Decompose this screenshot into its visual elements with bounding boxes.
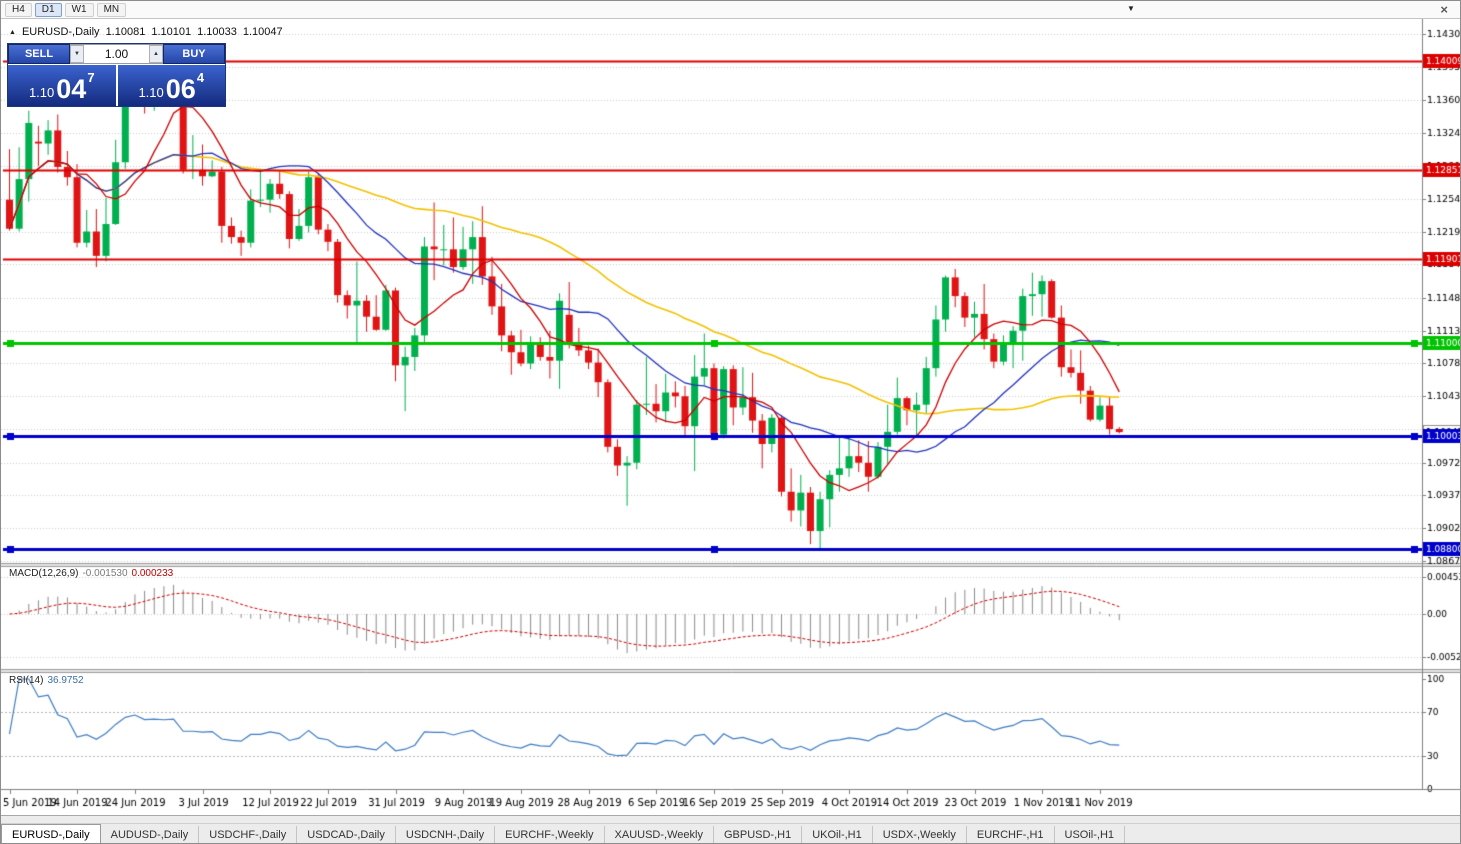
ohlc-low-value: 1.10033 xyxy=(197,26,237,38)
rsi-indicator-label: RSI(14) 36.9752 xyxy=(9,675,84,686)
status-strip xyxy=(1,815,1460,823)
rsi-value: 36.9752 xyxy=(47,675,84,686)
sell-price-pip: 7 xyxy=(87,70,95,85)
chart-tab-xauusd-weekly[interactable]: XAUUSD-,Weekly xyxy=(605,826,714,843)
chart-tab-usdcad-daily[interactable]: USDCAD-,Daily xyxy=(297,826,396,843)
chart-tab-usdcnh-daily[interactable]: USDCNH-,Daily xyxy=(396,826,496,843)
timeframe-button-d1[interactable]: D1 xyxy=(34,2,62,17)
ohlc-high-value: 1.10101 xyxy=(151,26,192,38)
macd-main-value: -0.001530 xyxy=(82,568,128,579)
price-chart-canvas[interactable] xyxy=(1,19,1460,815)
ohlc-open-value: 1.10081 xyxy=(105,26,146,38)
sell-price-button[interactable]: 1.10 04 7 xyxy=(8,65,116,106)
sell-price-prefix: 1.10 xyxy=(28,85,55,100)
chart-tab-usdchf-daily[interactable]: USDCHF-,Daily xyxy=(199,826,298,843)
sell-button[interactable]: SELL xyxy=(8,44,70,64)
rsi-name: RSI(14) xyxy=(9,675,44,686)
chart-window: ▲ EURUSD-,Daily 1.10081 1.10101 1.10033 … xyxy=(1,19,1460,815)
chart-tab-usdx-weekly[interactable]: USDX-,Weekly xyxy=(873,826,967,843)
volume-increase-button[interactable]: ▲ xyxy=(149,45,163,63)
one-click-price-row: 1.10 04 7 1.10 06 4 xyxy=(8,64,225,106)
timeframe-buttons-group: H4 D1 W1 MN xyxy=(5,2,127,17)
chart-tab-ukoil-h1[interactable]: UKOil-,H1 xyxy=(802,826,873,843)
buy-price-button[interactable]: 1.10 06 4 xyxy=(117,65,225,106)
chart-tab-eurusd-daily[interactable]: EURUSD-,Daily xyxy=(1,824,101,843)
buy-price-pip: 4 xyxy=(196,70,205,85)
ohlc-close-value: 1.10047 xyxy=(242,26,283,38)
volume-field: ▼ ▲ xyxy=(70,44,163,64)
chart-title: ▲ EURUSD-,Daily 1.10081 1.10101 1.10033 … xyxy=(9,26,283,38)
buy-price-prefix: 1.10 xyxy=(138,85,164,100)
chart-symbol-label: EURUSD-,Daily xyxy=(21,26,100,38)
chart-tab-gbpusd-h1[interactable]: GBPUSD-,H1 xyxy=(714,826,803,843)
chart-tab-eurchf-h1[interactable]: EURCHF-,H1 xyxy=(967,826,1055,843)
symbol-marker-icon: ▲ xyxy=(9,28,16,36)
chart-tab-audusd-daily[interactable]: AUDUSD-,Daily xyxy=(101,826,200,843)
macd-indicator-label: MACD(12,26,9) -0.001530 0.000233 xyxy=(9,568,173,579)
timeframe-button-h4[interactable]: H4 xyxy=(5,2,32,17)
chart-tab-eurchf-weekly[interactable]: EURCHF-,Weekly xyxy=(495,826,605,843)
volume-input[interactable] xyxy=(84,45,149,63)
timeframe-toolbar: H4 D1 W1 MN ▼ × xyxy=(1,1,1460,19)
one-click-top-row: SELL ▼ ▲ BUY xyxy=(8,44,225,64)
macd-signal-value: 0.000233 xyxy=(131,568,174,579)
chart-tab-bar: EURUSD-,Daily AUDUSD-,Daily USDCHF-,Daily U… xyxy=(1,823,1460,843)
timeframe-button-w1[interactable]: W1 xyxy=(64,2,94,17)
volume-decrease-button[interactable]: ▼ xyxy=(70,45,84,63)
timeframe-button-mn[interactable]: MN xyxy=(96,2,127,17)
close-icon[interactable]: × xyxy=(1440,2,1448,17)
buy-button[interactable]: BUY xyxy=(163,44,225,64)
chart-tab-usoil-h1[interactable]: USOil-,H1 xyxy=(1055,826,1126,843)
buy-price-main: 06 xyxy=(165,74,196,105)
macd-name: MACD(12,26,9) xyxy=(9,568,79,579)
sell-price-main: 04 xyxy=(56,74,87,105)
chevron-down-icon[interactable]: ▼ xyxy=(1127,4,1135,13)
